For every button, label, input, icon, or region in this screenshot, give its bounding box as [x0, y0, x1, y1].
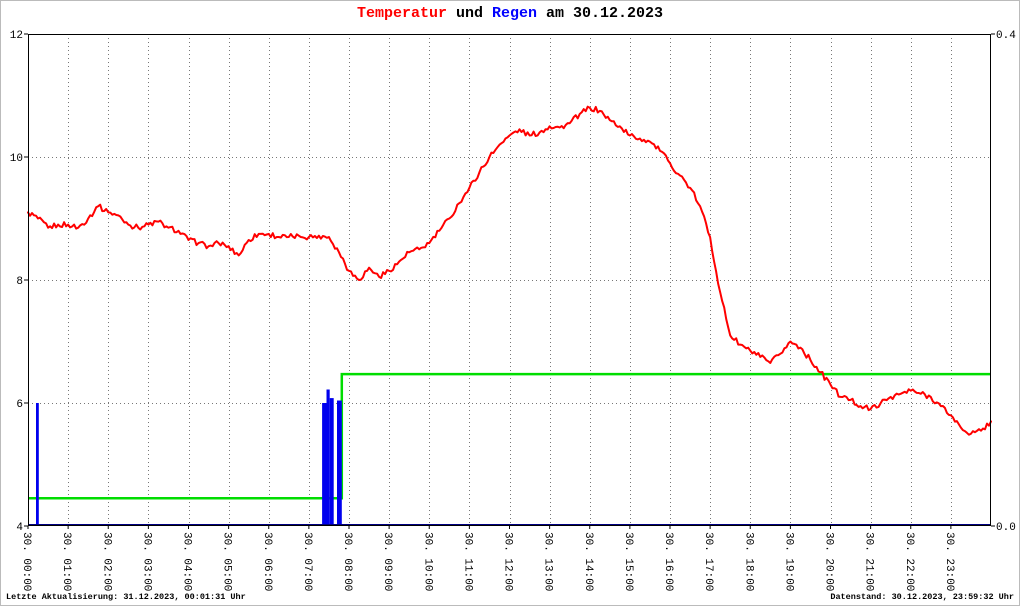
x-tick-label: 30. 05:00 — [221, 532, 233, 591]
x-tick-label: 30. 06:00 — [261, 532, 273, 591]
x-tick-label: 30. 00:00 — [20, 532, 32, 591]
x-tick-label: 30. 23:00 — [943, 532, 955, 591]
x-tick-label: 30. 13:00 — [542, 532, 554, 591]
x-tick-label: 30. 19:00 — [782, 532, 794, 591]
x-tick-label: 30. 04:00 — [181, 532, 193, 591]
last-update-text: Letzte Aktualisierung: 31.12.2023, 00:01… — [6, 592, 246, 602]
x-tick-label: 30. 09:00 — [381, 532, 393, 591]
chart-title: Temperatur und Regen am 30.12.2023 — [1, 5, 1019, 23]
y-tick-label-left: 10 — [10, 153, 23, 165]
y-tick-label-left: 12 — [10, 30, 23, 42]
title-word-temperatur: Temperatur — [356, 5, 456, 22]
x-tick-label: 30. 18:00 — [742, 532, 754, 591]
x-tick-label: 30. 15:00 — [622, 532, 634, 591]
x-tick-label: 30. 14:00 — [582, 532, 594, 591]
plot-border — [28, 34, 991, 526]
rain-bar — [322, 403, 327, 526]
x-tick-label: 30. 20:00 — [823, 532, 835, 591]
x-tick-label: 30. 10:00 — [421, 532, 433, 591]
rain-bar — [329, 398, 334, 526]
y-tick-label-left: 6 — [16, 399, 23, 411]
x-tick-label: 30. 11:00 — [461, 532, 473, 591]
data-timestamp-text: Datenstand: 30.12.2023, 23:59:32 Uhr — [830, 592, 1014, 602]
y-tick-label-left: 8 — [16, 276, 23, 288]
x-tick-label: 30. 17:00 — [702, 532, 714, 591]
rain-bar — [326, 389, 330, 526]
temperature-line — [27, 105, 992, 436]
x-tick-label: 30. 21:00 — [863, 532, 875, 591]
x-tick-label: 30. 12:00 — [502, 532, 514, 591]
x-tick-label: 30. 16:00 — [662, 532, 674, 591]
x-tick-label: 30. 07:00 — [301, 532, 313, 591]
title-word-und: und — [455, 5, 492, 22]
rain-cumulative-line — [28, 372, 991, 500]
rain-bar — [36, 403, 39, 526]
x-tick-label: 30. 22:00 — [903, 532, 915, 591]
title-date: am 30.12.2023 — [546, 5, 664, 22]
rain-bar — [337, 400, 342, 526]
x-tick-label: 30. 01:00 — [60, 532, 72, 591]
y-tick-label-right: 0.4 — [996, 30, 1016, 42]
y-tick-label-left: 4 — [16, 522, 23, 534]
y-tick-label-right: 0.0 — [996, 522, 1016, 534]
x-tick-label: 30. 03:00 — [140, 532, 152, 591]
x-tick-label: 30. 08:00 — [341, 532, 353, 591]
title-word-regen: Regen — [492, 5, 547, 22]
x-tick-label: 30. 02:00 — [100, 532, 112, 591]
